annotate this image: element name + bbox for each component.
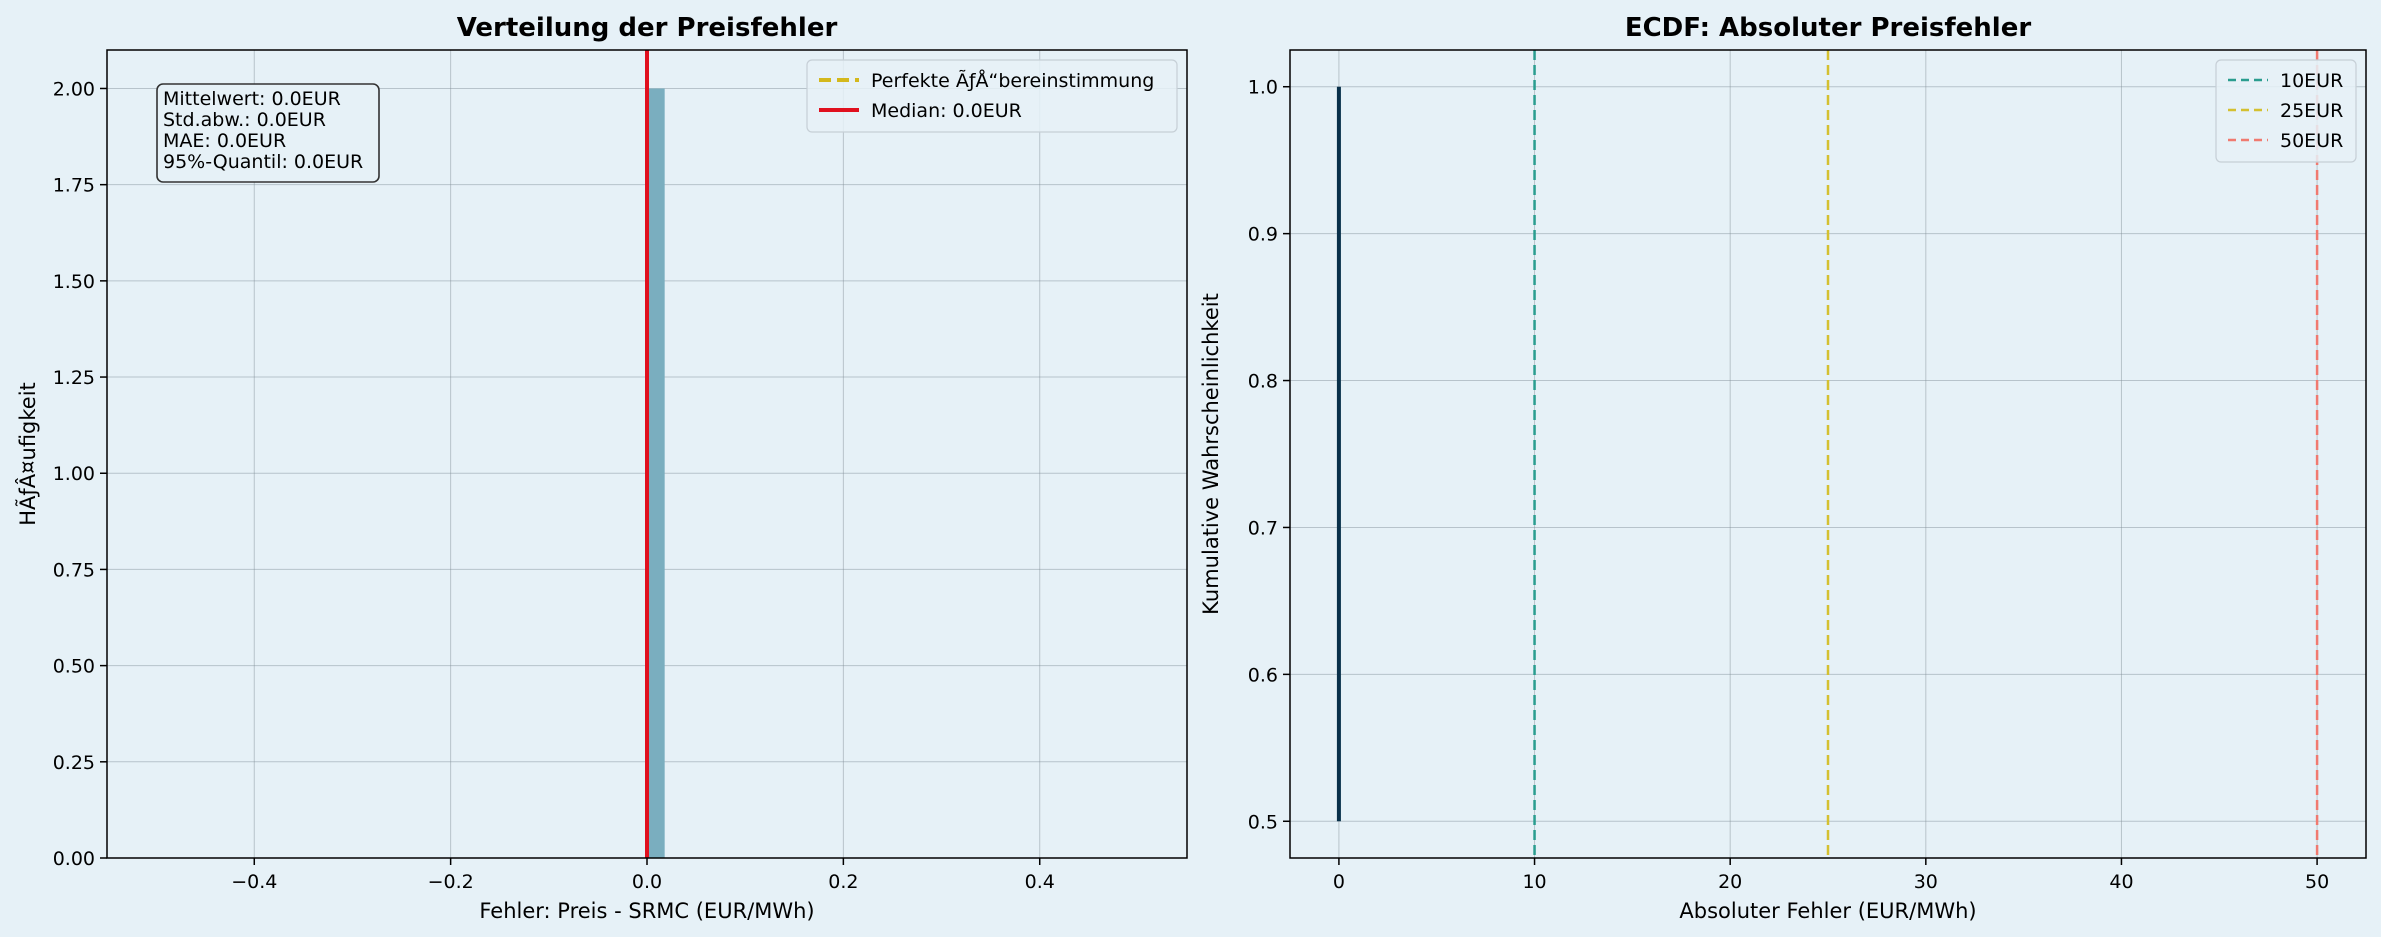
stats-line: 95%-Quantil: 0.0EUR <box>163 151 363 173</box>
chart-title: ECDF: Absoluter Preisfehler <box>1625 13 2032 43</box>
axes-frame <box>1289 49 2367 859</box>
chart-1: −0.4 −0.2 0.0 0.2 0.4 0.00 0.25 0.50 0.75 1.00 1.2… <box>14 13 1188 923</box>
legend-label: 25EUR <box>2280 100 2343 122</box>
legend-label: Perfekte ÃƒÅ“bereinstimmung <box>871 69 1154 92</box>
y-tick-label: 0.7 <box>1248 517 1278 539</box>
y-tick-label: 1.25 <box>53 367 95 389</box>
x-tick-label: 40 <box>2109 871 2133 893</box>
x-tick-label: −0.2 <box>428 871 474 893</box>
legend: 10EUR 25EUR 50EUR <box>2215 59 2357 163</box>
y-tick-label: 1.75 <box>53 175 95 197</box>
stats-line: Mittelwert: 0.0EUR <box>163 88 341 110</box>
histogram-bar <box>647 88 665 858</box>
x-axis-label: Fehler: Preis - SRMC (EUR/MWh) <box>479 899 814 923</box>
plot-area <box>1290 50 2366 858</box>
x-tick-label: 0.4 <box>1025 871 1055 893</box>
y-tick-label: 0.6 <box>1248 664 1278 686</box>
y-axis-label: Kumulative Wahrscheinlichkeit <box>1199 293 1223 615</box>
x-tick-label: 0.2 <box>828 871 858 893</box>
legend-label: Median: 0.0EUR <box>871 100 1022 122</box>
x-axis-label: Absoluter Fehler (EUR/MWh) <box>1679 899 1976 923</box>
y-tick-label: 0.50 <box>53 656 95 678</box>
legend-box <box>2215 59 2357 163</box>
x-tick-label: 10 <box>1522 871 1546 893</box>
legend-label: 50EUR <box>2280 130 2343 152</box>
y-tick-label: 0.00 <box>53 848 95 870</box>
legend-label: 10EUR <box>2280 70 2343 92</box>
y-tick-label: 1.00 <box>53 463 95 485</box>
stats-line: MAE: 0.0EUR <box>163 130 286 152</box>
x-tick-label: 20 <box>1718 871 1742 893</box>
x-tick-label: 30 <box>1914 871 1938 893</box>
legend-box <box>806 59 1178 133</box>
y-tick-label: 0.5 <box>1248 811 1278 833</box>
y-tick-label: 0.25 <box>53 752 95 774</box>
y-tick-label: 0.8 <box>1248 371 1278 393</box>
x-tick-label: 50 <box>2305 871 2329 893</box>
y-axis-label: HÃƒÂ¤ufigkeit <box>14 382 40 526</box>
x-tick-label: 0.0 <box>632 871 662 893</box>
y-tick-label: 1.0 <box>1248 77 1278 99</box>
x-tick-label: −0.4 <box>231 871 277 893</box>
y-tick-label: 0.9 <box>1248 224 1278 246</box>
chart-2: 0 10 20 30 40 50 0.5 0.6 0.7 0.8 0.9 1.0 ECDF: Absol… <box>1199 13 2367 923</box>
chart-title: Verteilung der Preisfehler <box>457 13 838 43</box>
y-tick-label: 0.75 <box>53 559 95 581</box>
y-tick-label: 1.50 <box>53 271 95 293</box>
stats-box <box>156 83 380 183</box>
x-tick-label: 0 <box>1333 871 1345 893</box>
y-tick-label: 2.00 <box>53 78 95 100</box>
legend: Perfekte ÃƒÅ“bereinstimmung Median: 0.0EU… <box>806 59 1178 133</box>
stats-line: Std.abw.: 0.0EUR <box>163 109 326 131</box>
